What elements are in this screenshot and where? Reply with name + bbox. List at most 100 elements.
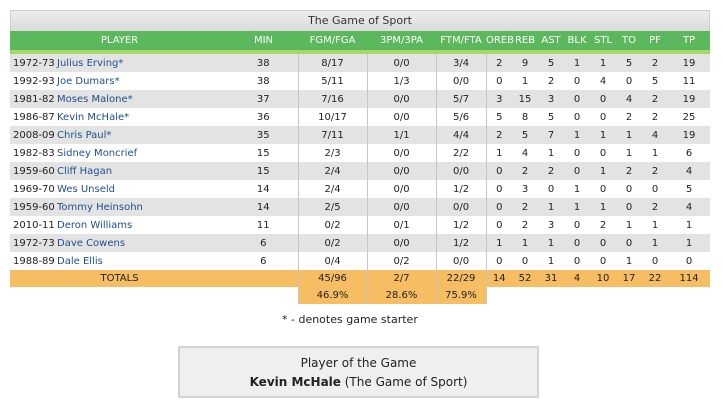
oreb-cell: 0 xyxy=(486,198,513,216)
player-link[interactable]: Kevin McHale* xyxy=(56,108,230,126)
starter-footnote: * - denotes game starter xyxy=(282,313,418,326)
col-header-fg[interactable]: FGM/FGA xyxy=(298,31,368,54)
player-link[interactable]: Deron Williams xyxy=(56,216,230,234)
player-link[interactable]: Dale Ellis xyxy=(56,252,230,270)
pf-cell: 2 xyxy=(642,108,669,126)
potg-player-name[interactable]: Kevin McHale xyxy=(249,375,341,389)
min-cell: 11 xyxy=(229,216,299,234)
table-row: 1972-73 Dave Cowens 6 0/2 0/0 1/2 1 1 1 0 0 0 1 1 xyxy=(10,234,711,252)
col-header-stl[interactable]: STL xyxy=(590,31,617,54)
fg-cell: 2/4 xyxy=(297,162,368,180)
ft-cell: 4/4 xyxy=(435,126,487,144)
tp-cell: 25 xyxy=(668,108,711,126)
three-cell: 0/0 xyxy=(366,180,437,198)
player-link[interactable]: Joe Dumars* xyxy=(56,72,230,90)
ft-cell: 0/0 xyxy=(435,252,487,270)
potg-line: Kevin McHale (The Game of Sport) xyxy=(180,375,537,389)
player-link[interactable]: Wes Unseld xyxy=(56,180,230,198)
ft-cell: 0/0 xyxy=(435,162,487,180)
oreb-cell: 0 xyxy=(486,216,513,234)
player-link[interactable]: Sidney Moncrief xyxy=(56,144,230,162)
to-cell: 0 xyxy=(616,180,643,198)
tp-cell: 4 xyxy=(668,162,711,180)
tp-cell: 19 xyxy=(668,90,711,108)
totals-to: 17 xyxy=(616,270,643,287)
player-link[interactable]: Moses Malone* xyxy=(56,90,230,108)
col-header-min[interactable]: MIN xyxy=(229,31,299,54)
season-cell: 1988-89 xyxy=(10,252,56,270)
ast-cell: 1 xyxy=(538,234,565,252)
stl-cell: 1 xyxy=(590,162,617,180)
totals-oreb: 14 xyxy=(486,270,513,287)
blk-cell: 0 xyxy=(564,108,591,126)
to-cell: 1 xyxy=(616,126,643,144)
ft-cell: 0/0 xyxy=(435,198,487,216)
player-link[interactable]: Cliff Hagan xyxy=(56,162,230,180)
player-link[interactable]: Dave Cowens xyxy=(56,234,230,252)
three-cell: 0/2 xyxy=(366,252,437,270)
totals-blk: 4 xyxy=(564,270,591,287)
table-row: 1959-60 Tommy Heinsohn 14 2/5 0/0 0/0 0 2 1 1 1 0 2 4 xyxy=(10,198,711,216)
oreb-cell: 2 xyxy=(486,126,513,144)
col-header-ft[interactable]: FTM/FTA xyxy=(436,31,487,54)
col-header-player[interactable]: PLAYER xyxy=(10,31,230,54)
stl-cell: 0 xyxy=(590,252,617,270)
stl-cell: 2 xyxy=(590,216,617,234)
col-header-to[interactable]: TO xyxy=(616,31,643,54)
fg-cell: 2/5 xyxy=(297,198,368,216)
pf-cell: 2 xyxy=(642,52,669,72)
ast-cell: 5 xyxy=(538,108,565,126)
blk-cell: 1 xyxy=(564,126,591,144)
table-row: 1982-83 Sidney Moncrief 15 2/3 0/0 2/2 1 4 1 0 0 1 1… xyxy=(10,144,711,162)
ft-cell: 2/2 xyxy=(435,144,487,162)
three-cell: 0/0 xyxy=(366,144,437,162)
to-cell: 1 xyxy=(616,144,643,162)
season-cell: 1972-73 xyxy=(10,234,56,252)
player-link[interactable]: Julius Erving* xyxy=(56,52,230,72)
fg-cell: 2/4 xyxy=(297,180,368,198)
ast-cell: 2 xyxy=(538,72,565,90)
stl-cell: 0 xyxy=(590,234,617,252)
ft-cell: 1/2 xyxy=(435,234,487,252)
oreb-cell: 5 xyxy=(486,108,513,126)
player-link[interactable]: Chris Paul* xyxy=(56,126,230,144)
oreb-cell: 0 xyxy=(486,180,513,198)
col-header-tp[interactable]: TP xyxy=(668,31,711,54)
pf-cell: 1 xyxy=(642,144,669,162)
blk-cell: 0 xyxy=(564,234,591,252)
blk-cell: 1 xyxy=(564,198,591,216)
totals-tp: 114 xyxy=(668,270,711,287)
ft-percentage: 75.9% xyxy=(435,287,487,304)
ast-cell: 5 xyxy=(538,52,565,72)
ast-cell: 7 xyxy=(538,126,565,144)
col-header-three[interactable]: 3PM/3PA xyxy=(367,31,437,54)
player-link[interactable]: Tommy Heinsohn xyxy=(56,198,230,216)
to-cell: 0 xyxy=(616,198,643,216)
col-header-blk[interactable]: BLK xyxy=(564,31,591,54)
totals-ast: 31 xyxy=(538,270,565,287)
col-header-reb[interactable]: REB xyxy=(512,31,539,54)
three-cell: 0/0 xyxy=(366,162,437,180)
blk-cell: 0 xyxy=(564,162,591,180)
col-header-pf[interactable]: PF xyxy=(642,31,669,54)
fg-cell: 0/2 xyxy=(297,216,368,234)
min-cell: 14 xyxy=(229,180,299,198)
oreb-cell: 2 xyxy=(486,52,513,72)
table-row: 2010-11 Deron Williams 11 0/2 0/1 1/2 0 2 3 0 2 1 1 1 xyxy=(10,216,711,234)
season-cell: 1992-93 xyxy=(10,72,56,90)
totals-reb: 52 xyxy=(512,270,539,287)
oreb-cell: 0 xyxy=(486,72,513,90)
to-cell: 0 xyxy=(616,234,643,252)
table-row: 2008-09 Chris Paul* 35 7/11 1/1 4/4 2 5 7 1 1 1 4 19 xyxy=(10,126,711,144)
reb-cell: 9 xyxy=(512,52,539,72)
to-cell: 4 xyxy=(616,90,643,108)
reb-cell: 0 xyxy=(512,252,539,270)
col-header-oreb[interactable]: OREB xyxy=(486,31,514,54)
blk-cell: 0 xyxy=(564,90,591,108)
col-header-ast[interactable]: AST xyxy=(538,31,565,54)
reb-cell: 2 xyxy=(512,162,539,180)
blk-cell: 1 xyxy=(564,52,591,72)
potg-game-name: (The Game of Sport) xyxy=(340,375,468,389)
min-cell: 15 xyxy=(229,162,299,180)
table-row: 1972-73 Julius Erving* 38 8/17 0/0 3/4 2 9 5 1 1 5 2… xyxy=(10,52,711,72)
